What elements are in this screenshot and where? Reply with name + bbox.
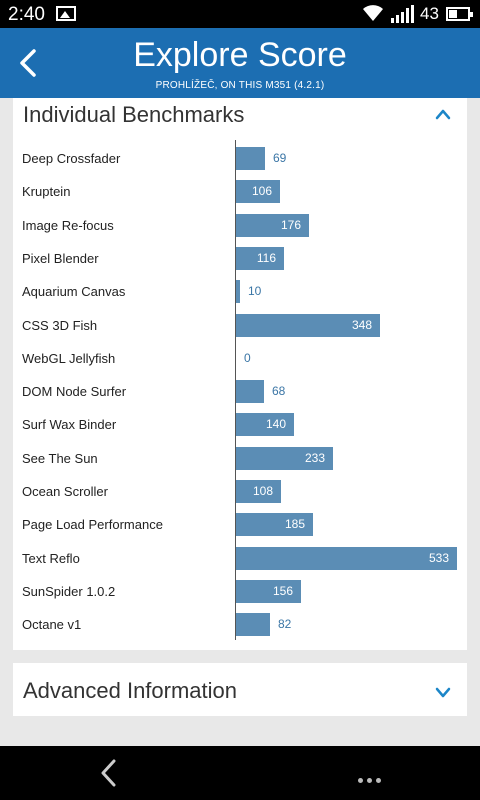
- image-icon: [56, 6, 76, 21]
- benchmark-label: See The Sun: [22, 450, 98, 466]
- back-arrow-icon[interactable]: [14, 48, 42, 78]
- benchmark-bar: [236, 513, 313, 537]
- individual-benchmarks-card: Individual Benchmarks Deep Crossfader 69 K…: [13, 98, 467, 650]
- benchmark-value: 140: [265, 417, 286, 432]
- benchmark-label: Octane v1: [22, 617, 82, 633]
- benchmark-row: Image Re-focus 176: [13, 211, 467, 244]
- wifi-icon: [363, 5, 383, 21]
- benchmark-bar: [236, 579, 301, 603]
- benchmark-label: Kruptein: [22, 184, 71, 200]
- benchmark-row: CSS 3D Fish 348: [13, 311, 467, 344]
- benchmark-row: Octane v1 82: [13, 610, 467, 643]
- benchmark-row: Pixel Blender 116: [13, 244, 467, 277]
- benchmark-value: 116: [256, 250, 276, 265]
- benchmark-bar: [236, 280, 240, 304]
- clock: 2:40: [8, 4, 45, 25]
- benchmark-value: 82: [278, 617, 292, 632]
- benchmark-row: Deep Crossfader 69: [13, 144, 467, 177]
- benchmark-row: DOM Node Surfer 68: [13, 377, 467, 410]
- benchmark-value: 233: [304, 450, 325, 465]
- benchmark-value: 176: [280, 217, 301, 232]
- benchmark-label: Deep Crossfader: [22, 151, 121, 166]
- benchmark-bar: [236, 446, 333, 470]
- benchmark-bar: [236, 147, 265, 170]
- overflow-menu-icon[interactable]: [358, 770, 385, 788]
- benchmark-value: 68: [272, 384, 286, 399]
- benchmark-label: Text Reflo: [22, 550, 80, 566]
- benchmark-label: Page Load Performance: [22, 517, 163, 533]
- benchmark-value: 108: [252, 484, 273, 498]
- chevron-down-icon[interactable]: [435, 686, 451, 698]
- benchmark-label: CSS 3D Fish: [22, 317, 98, 333]
- benchmark-label: Ocean Scroller: [22, 484, 108, 499]
- signal-icon: [391, 5, 414, 23]
- benchmark-value: 156: [272, 583, 293, 598]
- benchmark-bar: [236, 546, 457, 570]
- page-title: Explore Score: [133, 36, 347, 74]
- benchmark-row: Page Load Performance 185: [13, 510, 467, 543]
- benchmark-row: Kruptein 106: [13, 177, 467, 210]
- system-nav-bar: [0, 746, 480, 800]
- benchmark-value: 185: [284, 517, 305, 532]
- benchmark-label: DOM Node Surfer: [22, 384, 127, 400]
- chart-axis-line: [235, 140, 236, 640]
- benchmark-value: 69: [273, 151, 287, 165]
- benchmark-label: Pixel Blender: [22, 250, 99, 266]
- benchmark-row: Ocean Scroller 108: [13, 477, 467, 510]
- benchmark-row: Text Reflo 533: [13, 544, 467, 577]
- app-header: Explore Score PROHLÍŽEČ, ON THIS M351 (4…: [0, 28, 480, 98]
- advanced-information-title[interactable]: Advanced Information: [23, 678, 238, 703]
- benchmark-bar: [236, 380, 264, 404]
- benchmark-value: 533: [428, 550, 449, 565]
- nav-back-icon[interactable]: [98, 758, 118, 788]
- benchmark-bar: [236, 246, 284, 270]
- benchmark-row: See The Sun 233: [13, 444, 467, 477]
- benchmark-bar: [236, 480, 281, 503]
- benchmark-row: Surf Wax Binder 140: [13, 410, 467, 443]
- benchmark-label: Surf Wax Binder: [22, 417, 117, 433]
- benchmark-row: WebGL Jellyfish 0: [13, 344, 467, 377]
- benchmark-value: 0: [244, 350, 251, 365]
- benchmark-row: Aquarium Canvas 10: [13, 277, 467, 310]
- individual-benchmarks-title[interactable]: Individual Benchmarks: [23, 102, 245, 127]
- benchmark-bar: [236, 213, 309, 237]
- benchmark-bar: [236, 180, 280, 204]
- benchmark-label: SunSpider 1.0.2: [22, 583, 116, 599]
- benchmark-label: Image Re-focus: [22, 217, 114, 233]
- advanced-information-card[interactable]: Advanced Information: [13, 663, 467, 716]
- benchmark-bar: [236, 313, 380, 337]
- benchmark-value: 10: [248, 284, 262, 299]
- chevron-up-icon[interactable]: [435, 108, 451, 120]
- benchmark-value: 348: [351, 317, 372, 332]
- battery-icon: [446, 7, 473, 21]
- benchmark-row: SunSpider 1.0.2 156: [13, 577, 467, 610]
- battery-percent: 43: [420, 4, 439, 23]
- benchmark-value: 106: [251, 184, 272, 199]
- benchmark-label: WebGL Jellyfish: [22, 350, 116, 366]
- benchmark-bar: [236, 413, 294, 437]
- benchmark-label: Aquarium Canvas: [22, 284, 126, 300]
- benchmark-bar: [236, 613, 270, 637]
- page-subtitle: PROHLÍŽEČ, ON THIS M351 (4.2.1): [155, 80, 325, 91]
- status-bar: 2:40 43: [0, 0, 480, 28]
